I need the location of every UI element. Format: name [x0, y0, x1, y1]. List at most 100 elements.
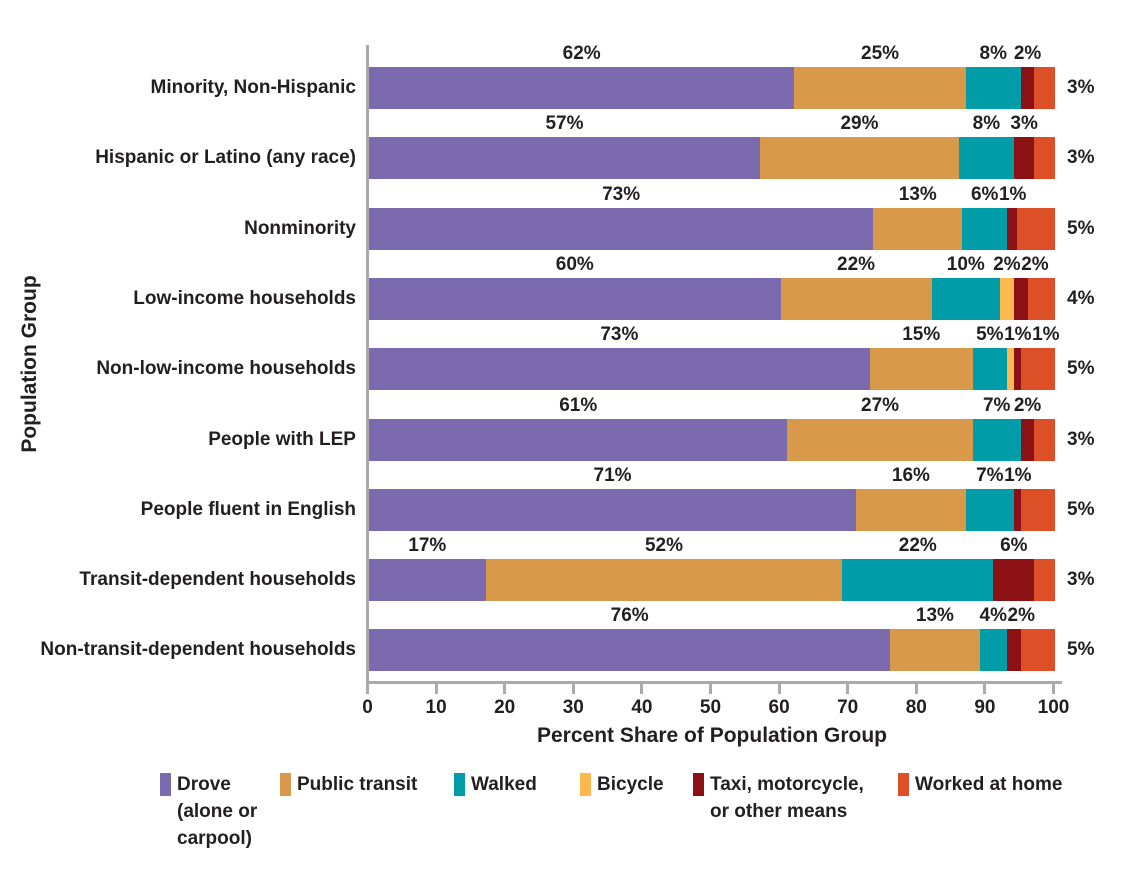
x-axis-tick — [709, 684, 712, 694]
segment-value-label: 71% — [593, 465, 632, 486]
x-axis-tick-label: 40 — [631, 697, 653, 718]
bar-segment-worked-at-home — [1027, 278, 1055, 320]
segment-value-label: 7% — [976, 465, 1004, 486]
bar-segment-public-transit — [890, 629, 980, 671]
category-label: Non-transit-dependent households — [40, 639, 356, 660]
bar-segment-public-transit — [485, 559, 843, 601]
worked-at-home-value-label: 5% — [1067, 639, 1095, 660]
bar-segment-taxi — [1006, 629, 1021, 671]
x-axis-tick-label: 90 — [974, 697, 996, 718]
x-axis-tick — [503, 684, 507, 694]
category-label: Non-low-income households — [96, 358, 356, 379]
worked-at-home-value-label: 3% — [1067, 77, 1095, 98]
worked-at-home-value-label: 3% — [1067, 569, 1095, 590]
bar-segment-drove — [369, 489, 857, 531]
bar-segment-taxi — [1020, 67, 1035, 109]
bar-segment-worked-at-home — [1034, 67, 1055, 109]
x-axis-line — [366, 681, 1062, 684]
bar-segment-walked — [931, 278, 1001, 320]
bar-segment-public-transit — [787, 419, 973, 461]
x-axis-tick-label: 100 — [1037, 697, 1070, 718]
worked-at-home-value-label: 4% — [1067, 288, 1095, 309]
x-axis-tick — [914, 684, 918, 694]
segment-value-label: 73% — [602, 184, 641, 205]
x-axis-tick-label: 20 — [494, 697, 516, 718]
category-label: Transit-dependent households — [79, 569, 356, 590]
legend-swatch-drove — [160, 773, 171, 796]
category-label: Minority, Non-Hispanic — [150, 77, 356, 98]
stacked-bar-row — [369, 489, 1055, 531]
bar-segment-drove — [369, 208, 874, 250]
segment-value-label: 16% — [891, 465, 930, 486]
legend-swatch-worked-at-home — [898, 773, 909, 796]
bar-segment-public-transit — [780, 278, 932, 320]
y-axis-line — [366, 45, 369, 684]
bar-segment-public-transit — [873, 208, 963, 250]
y-axis-title: Population Group — [18, 275, 41, 453]
stacked-bar-row — [369, 137, 1055, 179]
segment-value-label: 6% — [1000, 535, 1028, 556]
bar-segment-drove — [369, 137, 761, 179]
bar-segment-worked-at-home — [1034, 559, 1055, 601]
segment-value-label: 3% — [1010, 113, 1038, 134]
segment-value-label: 10% — [946, 254, 985, 275]
segment-value-label: 2% — [1007, 605, 1035, 626]
segment-value-label: 2% — [993, 254, 1021, 275]
x-axis-tick — [434, 684, 438, 694]
legend-swatch-walked — [454, 773, 465, 796]
bar-segment-taxi — [1013, 137, 1035, 179]
legend-swatch-bicycle — [580, 773, 591, 796]
bar-segment-public-transit — [869, 348, 973, 390]
segment-value-label: 57% — [545, 113, 584, 134]
bar-segment-worked-at-home — [1034, 137, 1055, 179]
segment-value-label: 5% — [976, 324, 1004, 345]
legend-label-bicycle: Bicycle — [597, 774, 664, 795]
stacked-bar-row — [369, 67, 1055, 109]
bar-segment-worked-at-home — [1020, 489, 1055, 531]
stacked-bar-row — [369, 348, 1055, 390]
stacked-bar-row — [369, 419, 1055, 461]
worked-at-home-value-label: 5% — [1067, 358, 1095, 379]
category-label: People with LEP — [208, 429, 356, 450]
legend-label-drove: Drove (alone or carpool) — [177, 774, 258, 849]
bar-segment-worked-at-home — [1034, 419, 1055, 461]
bar-segment-walked — [972, 348, 1007, 390]
x-axis-tick — [640, 684, 644, 694]
legend-label-taxi: Taxi, motorcycle, or other means — [710, 774, 864, 822]
stacked-bar-row — [369, 278, 1055, 320]
segment-value-label: 29% — [840, 113, 879, 134]
segment-value-label: 25% — [861, 43, 900, 64]
segment-value-label: 4% — [979, 605, 1007, 626]
x-axis-tick-label: 30 — [562, 697, 584, 718]
bar-segment-drove — [369, 559, 486, 601]
segment-value-label: 13% — [915, 605, 954, 626]
segment-value-label: 13% — [898, 184, 937, 205]
bar-segment-walked — [965, 489, 1014, 531]
segment-value-label: 2% — [1013, 395, 1042, 416]
bar-segment-taxi — [1006, 208, 1018, 250]
stacked-bar-row — [369, 629, 1055, 671]
legend-label-walked: Walked — [471, 774, 537, 795]
segment-value-label: 61% — [559, 395, 598, 416]
bar-segment-walked — [958, 137, 1014, 179]
x-axis-tick-label: 50 — [699, 697, 722, 718]
legend-label-public-transit: Public transit — [297, 774, 418, 795]
bar-segment-walked — [972, 419, 1021, 461]
stacked-bar-row — [369, 559, 1055, 601]
bar-segment-worked-at-home — [1020, 629, 1055, 671]
segment-value-label: 17% — [408, 535, 447, 556]
segment-value-label: 60% — [555, 254, 594, 275]
bar-segment-walked — [842, 559, 994, 601]
bar-segment-public-transit — [794, 67, 966, 109]
x-axis-tick — [846, 684, 850, 694]
bar-segment-walked — [965, 67, 1021, 109]
segment-value-label: 1% — [1004, 465, 1032, 486]
x-axis-tick — [983, 684, 987, 694]
segment-value-label: 62% — [562, 43, 601, 64]
bar-segment-taxi — [1013, 348, 1021, 390]
category-label: Nonminority — [244, 218, 356, 239]
x-axis-tick-label: 80 — [905, 697, 927, 718]
worked-at-home-value-label: 3% — [1067, 147, 1095, 168]
x-axis-tick — [1052, 684, 1055, 694]
legend-swatch-taxi — [693, 773, 704, 796]
